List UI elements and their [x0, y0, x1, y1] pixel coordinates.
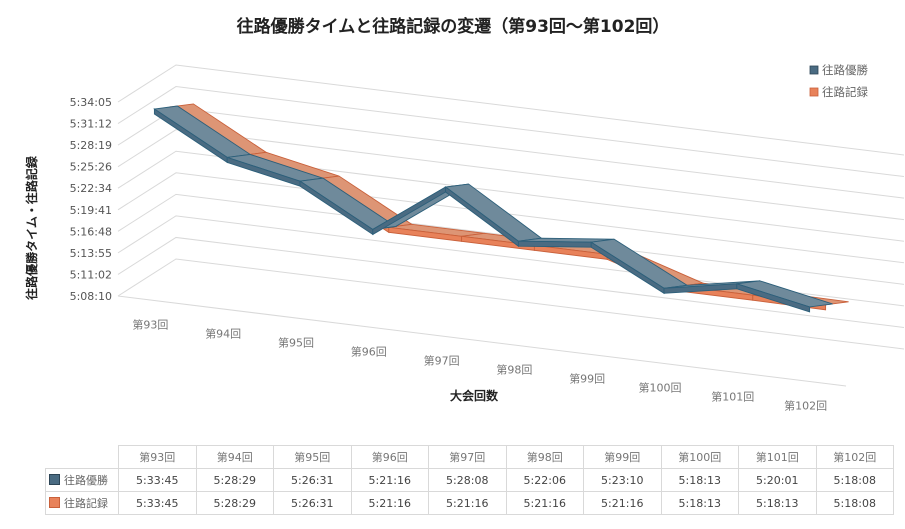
data-table-header-row: 第93回 第94回 第95回 第96回 第97回 第98回 第99回 第100回…: [45, 445, 894, 469]
y-tick-label: 5:08:10: [70, 290, 112, 303]
gridline: [117, 258, 905, 350]
y-axis-label: 往路優勝タイム・往路記録: [24, 155, 39, 300]
data-table-cell: 5:26:31: [273, 468, 352, 492]
gridline: [117, 64, 905, 156]
data-table-cell: 5:18:08: [815, 468, 894, 492]
gridline: [117, 193, 905, 285]
data-table-cell: 5:18:13: [660, 491, 739, 515]
data-table-cell: 5:21:16: [428, 491, 507, 515]
data-table-cell: 5:18:08: [815, 491, 894, 515]
y-tick-label: 5:19:41: [70, 204, 112, 217]
data-table-cell: 5:18:13: [660, 468, 739, 492]
x-axis-label: 大会回数: [450, 388, 499, 403]
y-tick-label: 5:28:19: [70, 139, 112, 152]
data-table-header: 第101回: [738, 445, 817, 469]
x-tick-label: 第97回: [424, 354, 460, 368]
data-table-cell: 5:21:16: [505, 491, 584, 515]
data-table-header: 第95回: [273, 445, 352, 469]
x-tick-label: 第93回: [132, 318, 168, 332]
data-table-row-record: 往路記録 5:33:45 5:28:29 5:26:31 5:21:16 5:2…: [45, 491, 894, 515]
data-table-cell: 5:21:16: [350, 468, 429, 492]
data-table-cell: 5:21:16: [583, 491, 662, 515]
floor-edge: [117, 295, 847, 387]
legend-item-record[interactable]: 往路記録: [809, 85, 868, 99]
legend-item-win[interactable]: 往路優勝: [809, 63, 868, 77]
x-axis-ticks: 第93回第94回第95回第96回第97回第98回第99回第100回第101回第1…: [132, 318, 827, 413]
series-win-edge: [517, 240, 592, 248]
legend-label-win: 往路優勝: [822, 63, 868, 77]
data-table-row-header-record: 往路記録: [45, 491, 119, 515]
data-table-cell: 5:21:16: [350, 491, 429, 515]
series-ribbons: [153, 103, 849, 313]
y-tick-label: 5:25:26: [70, 161, 112, 174]
legend: 往路優勝 往路記録: [809, 63, 868, 99]
x-tick-label: 第98回: [496, 363, 532, 377]
y-tick-label: 5:11:02: [70, 268, 112, 281]
data-table-row-header-win: 往路優勝: [45, 468, 119, 492]
data-table-cell: 5:26:31: [273, 491, 352, 515]
data-table-cell: 5:18:13: [738, 491, 817, 515]
series-win-segment: [589, 238, 689, 289]
data-table-header: 第96回: [350, 445, 429, 469]
y-tick-label: 5:16:48: [70, 225, 112, 238]
gridline: [117, 150, 905, 242]
y-tick-label: 5:31:12: [70, 118, 112, 131]
legend-label-record: 往路記録: [822, 85, 868, 99]
data-table-header: 第94回: [195, 445, 274, 469]
data-table: 第93回 第94回 第95回 第96回 第97回 第98回 第99回 第100回…: [45, 445, 894, 515]
data-table-header: 第102回: [815, 445, 894, 469]
data-table-header: 第100回: [660, 445, 739, 469]
gridline: [117, 236, 905, 328]
data-table-cell: 5:28:29: [195, 468, 274, 492]
chart-title: 往路優勝タイムと往路記録の変遷（第93回〜第102回）: [237, 16, 670, 37]
data-table-cell: 5:22:06: [505, 468, 584, 492]
data-table-header: 第97回: [428, 445, 507, 469]
x-tick-label: 第94回: [205, 327, 241, 341]
data-table-header: 第93回: [118, 445, 197, 469]
data-table-cell: 5:28:29: [195, 491, 274, 515]
data-table-cell: 5:33:45: [118, 491, 197, 515]
data-table-cell: 5:28:08: [428, 468, 507, 492]
legend-swatch-record: [809, 87, 819, 97]
table-swatch-win: [49, 474, 60, 485]
data-table-header: 第99回: [583, 445, 662, 469]
y-tick-label: 5:13:55: [70, 247, 112, 260]
data-table-cell: 5:20:01: [738, 468, 817, 492]
y-axis-ticks: 5:08:10 5:11:02 5:13:55 5:16:48 5:19:41 5:22:…: [70, 96, 112, 303]
data-table-corner: [45, 445, 119, 469]
x-tick-label: 第101回: [711, 390, 754, 404]
data-table-row-win: 往路優勝 5:33:45 5:28:29 5:26:31 5:21:16 5:2…: [45, 468, 894, 492]
x-tick-label: 第100回: [639, 381, 682, 395]
x-tick-label: 第95回: [278, 336, 314, 350]
data-table-cell: 5:33:45: [118, 468, 197, 492]
y-tick-label: 5:34:05: [70, 96, 112, 109]
x-tick-label: 第99回: [569, 372, 605, 386]
legend-swatch-win: [809, 65, 819, 75]
series-win-edge: [736, 283, 811, 313]
table-row-label-win: 往路優勝: [64, 474, 108, 487]
data-table-cell: 5:23:10: [583, 468, 662, 492]
x-tick-label: 第96回: [351, 345, 387, 359]
gridline: [117, 86, 905, 178]
x-tick-label: 第102回: [784, 399, 827, 413]
table-row-label-record: 往路記録: [64, 497, 108, 510]
table-swatch-record: [49, 497, 60, 508]
y-tick-label: 5:22:34: [70, 182, 112, 195]
gridline: [117, 129, 905, 221]
series-win: [153, 105, 833, 313]
data-table-header: 第98回: [505, 445, 584, 469]
gridline: [117, 172, 905, 264]
